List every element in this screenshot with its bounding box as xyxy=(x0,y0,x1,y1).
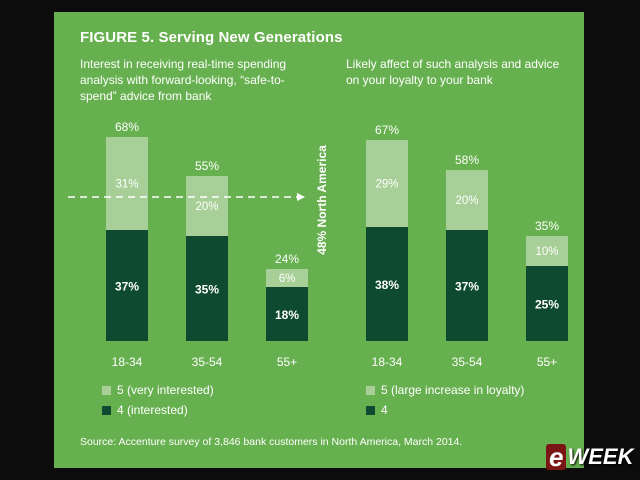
bar-segment-5 xyxy=(186,176,228,236)
right-chart-title: Likely affect of such analysis and advic… xyxy=(346,57,560,87)
data-label-4: 37% xyxy=(455,280,479,294)
legend-item: 4 xyxy=(366,400,524,420)
category-label: 18-34 xyxy=(372,355,403,369)
legend-swatch-light xyxy=(366,385,375,395)
data-label-5: 20% xyxy=(455,195,478,207)
data-label-4: 37% xyxy=(115,280,139,294)
data-label-4: 18% xyxy=(275,308,299,322)
bar-segment-5 xyxy=(526,236,568,266)
category-label: 35-54 xyxy=(192,355,223,369)
left-legend: 5 (very interested) 4 (interested) xyxy=(102,380,214,420)
eweek-logo: e WEEK xyxy=(546,444,633,470)
total-label: 67% xyxy=(375,123,399,137)
bar-segment-5 xyxy=(366,140,408,227)
logo-e: e xyxy=(546,444,567,470)
legend-item: 5 (large increase in loyalty) xyxy=(366,380,524,400)
bar-segment-4 xyxy=(266,287,308,341)
legend-swatch-dark xyxy=(366,405,375,415)
source-note: Source: Accenture survey of 3,846 bank c… xyxy=(80,436,463,448)
figure-panel: FIGURE 5. Serving New Generations Intere… xyxy=(54,12,584,468)
data-label-5: 6% xyxy=(279,273,296,285)
data-label-4: 25% xyxy=(535,298,559,312)
category-label: 55+ xyxy=(277,355,297,369)
data-label-5: 20% xyxy=(195,201,218,213)
legend-label: 5 (large increase in loyalty) xyxy=(381,383,525,397)
bar-segment-4 xyxy=(106,230,148,341)
total-label: 35% xyxy=(535,219,559,233)
data-label-5: 29% xyxy=(375,179,398,191)
data-label-5: 10% xyxy=(535,246,558,258)
bar-segment-4 xyxy=(366,227,408,341)
legend-label: 5 (very interested) xyxy=(117,383,214,397)
category-label: 55+ xyxy=(537,355,557,369)
total-label: 68% xyxy=(115,120,139,134)
total-label: 24% xyxy=(275,252,299,266)
total-label: 55% xyxy=(195,159,219,173)
category-label: 18-34 xyxy=(112,355,143,369)
data-label-4: 35% xyxy=(195,283,219,297)
bar-segment-5 xyxy=(106,137,148,230)
legend-label: 4 (interested) xyxy=(117,403,188,417)
reference-label: 48% North America xyxy=(315,145,329,255)
bar-segment-5 xyxy=(266,269,308,287)
figure-title: FIGURE 5. Serving New Generations xyxy=(80,29,343,46)
category-label: 35-54 xyxy=(452,355,483,369)
left-chart-title: Interest in receiving real-time spending… xyxy=(80,57,287,103)
bar-segment-4 xyxy=(446,230,488,341)
bar-segment-4 xyxy=(526,266,568,341)
bar-segment-4 xyxy=(186,236,228,341)
legend-swatch-light xyxy=(102,385,111,395)
total-label: 58% xyxy=(455,153,479,167)
right-legend: 5 (large increase in loyalty) 4 xyxy=(366,380,524,420)
reference-arrow xyxy=(297,193,305,201)
legend-item: 5 (very interested) xyxy=(102,380,214,400)
data-label-5: 31% xyxy=(115,179,138,191)
legend-swatch-dark xyxy=(102,405,111,415)
bar-charts: 37% 31% 68% 18-34 35% 20% 55% 35-54 18% 6% 24% 55+ 4… xyxy=(68,120,568,369)
data-label-4: 38% xyxy=(375,278,399,292)
logo-text: WEEK xyxy=(567,444,634,469)
legend-item: 4 (interested) xyxy=(102,400,214,420)
bar-segment-5 xyxy=(446,170,488,230)
legend-label: 4 xyxy=(381,403,388,417)
